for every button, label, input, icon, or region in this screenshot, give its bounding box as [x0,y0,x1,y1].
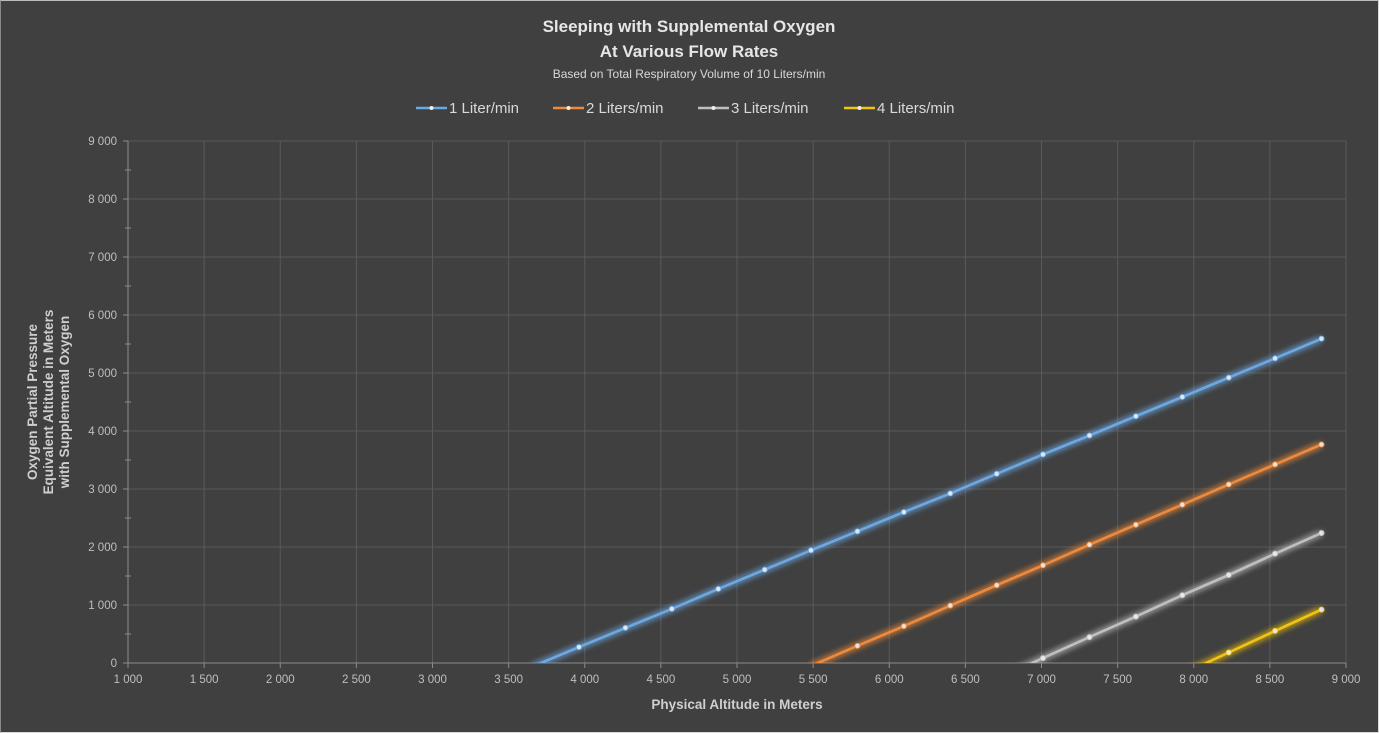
y-tick-label: 6 000 [88,310,117,322]
data-point [947,490,954,497]
series-3 [1029,530,1325,663]
y-axis-title-line2: Equivalent Altitude in Meters [41,310,56,495]
x-tick-label: 8 000 [1179,674,1208,686]
y-tick-label: 8 000 [88,194,117,206]
legend-item-3: 3 Liters/min [698,100,809,117]
series-4 [1202,606,1325,663]
data-point [1132,613,1139,620]
series-2 [814,441,1325,663]
x-tick-label: 4 000 [570,674,599,686]
legend: 1 Liter/min 2 Liters/min 3 Liters/min 4 Lit… [416,100,955,117]
data-point [1040,451,1047,458]
x-tick-label: 3 500 [494,674,523,686]
legend-item-4: 4 Liters/min [844,100,955,117]
x-tick-label: 5 500 [799,674,828,686]
x-tick-label: 4 500 [646,674,675,686]
data-point [1086,634,1093,641]
x-tick-label: 3 000 [418,674,447,686]
data-point [1179,592,1186,599]
series-layer [537,335,1325,663]
data-point [1272,355,1279,362]
x-tick-label: 6 500 [951,674,980,686]
x-tick-label: 7 000 [1027,674,1056,686]
legend-marker [857,106,862,110]
gridlines [128,140,1347,663]
y-tick-label: 7 000 [88,252,117,264]
data-point [1318,441,1325,448]
data-point [900,623,907,630]
data-point [1132,521,1139,528]
data-point [807,547,814,554]
x-tick-label: 2 500 [342,674,371,686]
y-axis-title-line1: Oxygen Partial Pressure [25,323,40,480]
legend-label: 4 Liters/min [877,100,955,117]
y-tick-label: 5 000 [88,368,117,380]
data-point [854,528,861,535]
series-line [1202,608,1323,663]
data-point [1225,649,1232,656]
legend-item-2: 2 Liters/min [553,100,664,117]
series-line [814,443,1323,663]
chart-title: Sleeping with Supplemental Oxygen [543,17,836,36]
data-point [1040,655,1047,662]
series-line [1029,531,1323,663]
chart-title-line2: At Various Flow Rates [600,42,779,61]
y-axis-title-line3: with Supplemental Oxygen [57,316,72,490]
x-tick-label: 7 500 [1103,674,1132,686]
x-tick-label: 2 000 [266,674,295,686]
data-point [947,602,954,609]
x-tick-label: 6 000 [875,674,904,686]
data-point [1086,541,1093,548]
y-tick-label: 9 000 [88,136,117,148]
data-point [622,624,629,631]
data-point [1179,393,1186,400]
y-tick-label: 1 000 [88,600,117,612]
data-point [761,566,768,573]
data-point [1272,461,1279,468]
data-point [575,644,582,651]
data-point [993,470,1000,477]
legend-label: 3 Liters/min [731,100,809,117]
x-tick-label: 1 000 [114,674,143,686]
data-point [1040,562,1047,569]
data-point [1225,481,1232,488]
data-point [1225,374,1232,381]
series-1 [537,335,1325,663]
legend-marker [566,106,571,110]
data-point [1318,606,1325,613]
legend-label: 2 Liters/min [586,100,664,117]
data-point [1318,530,1325,537]
data-point [1225,571,1232,578]
x-tick-label: 8 500 [1255,674,1284,686]
axes: 1 000 1 500 2 000 2 500 3 000 3 500 4 000 4 500… [88,136,1360,686]
data-point [900,509,907,516]
data-point [1086,432,1093,439]
x-tick-label: 1 500 [190,674,219,686]
chart-subtitle: Based on Total Respiratory Volume of 10 … [553,67,826,81]
x-tick-label: 5 000 [723,674,752,686]
data-point [668,605,675,612]
legend-marker [711,106,716,110]
legend-marker [429,106,434,110]
y-tick-label: 2 000 [88,542,117,554]
legend-item-1: 1 Liter/min [416,100,519,117]
y-tick-label: 0 [111,658,117,670]
data-point [1272,627,1279,634]
x-tick-label: 9 000 [1332,674,1361,686]
y-tick-label: 3 000 [88,484,117,496]
data-point [1318,335,1325,342]
data-point [854,642,861,649]
data-point [993,582,1000,589]
data-point [1272,550,1279,557]
legend-label: 1 Liter/min [449,100,519,117]
y-axis-title: Oxygen Partial Pressure Equivalent Altit… [25,310,72,495]
x-axis-title: Physical Altitude in Meters [651,697,822,712]
series-line [537,337,1323,663]
y-tick-label: 4 000 [88,426,117,438]
data-point [715,585,722,592]
data-point [1132,413,1139,420]
data-point [1179,501,1186,508]
